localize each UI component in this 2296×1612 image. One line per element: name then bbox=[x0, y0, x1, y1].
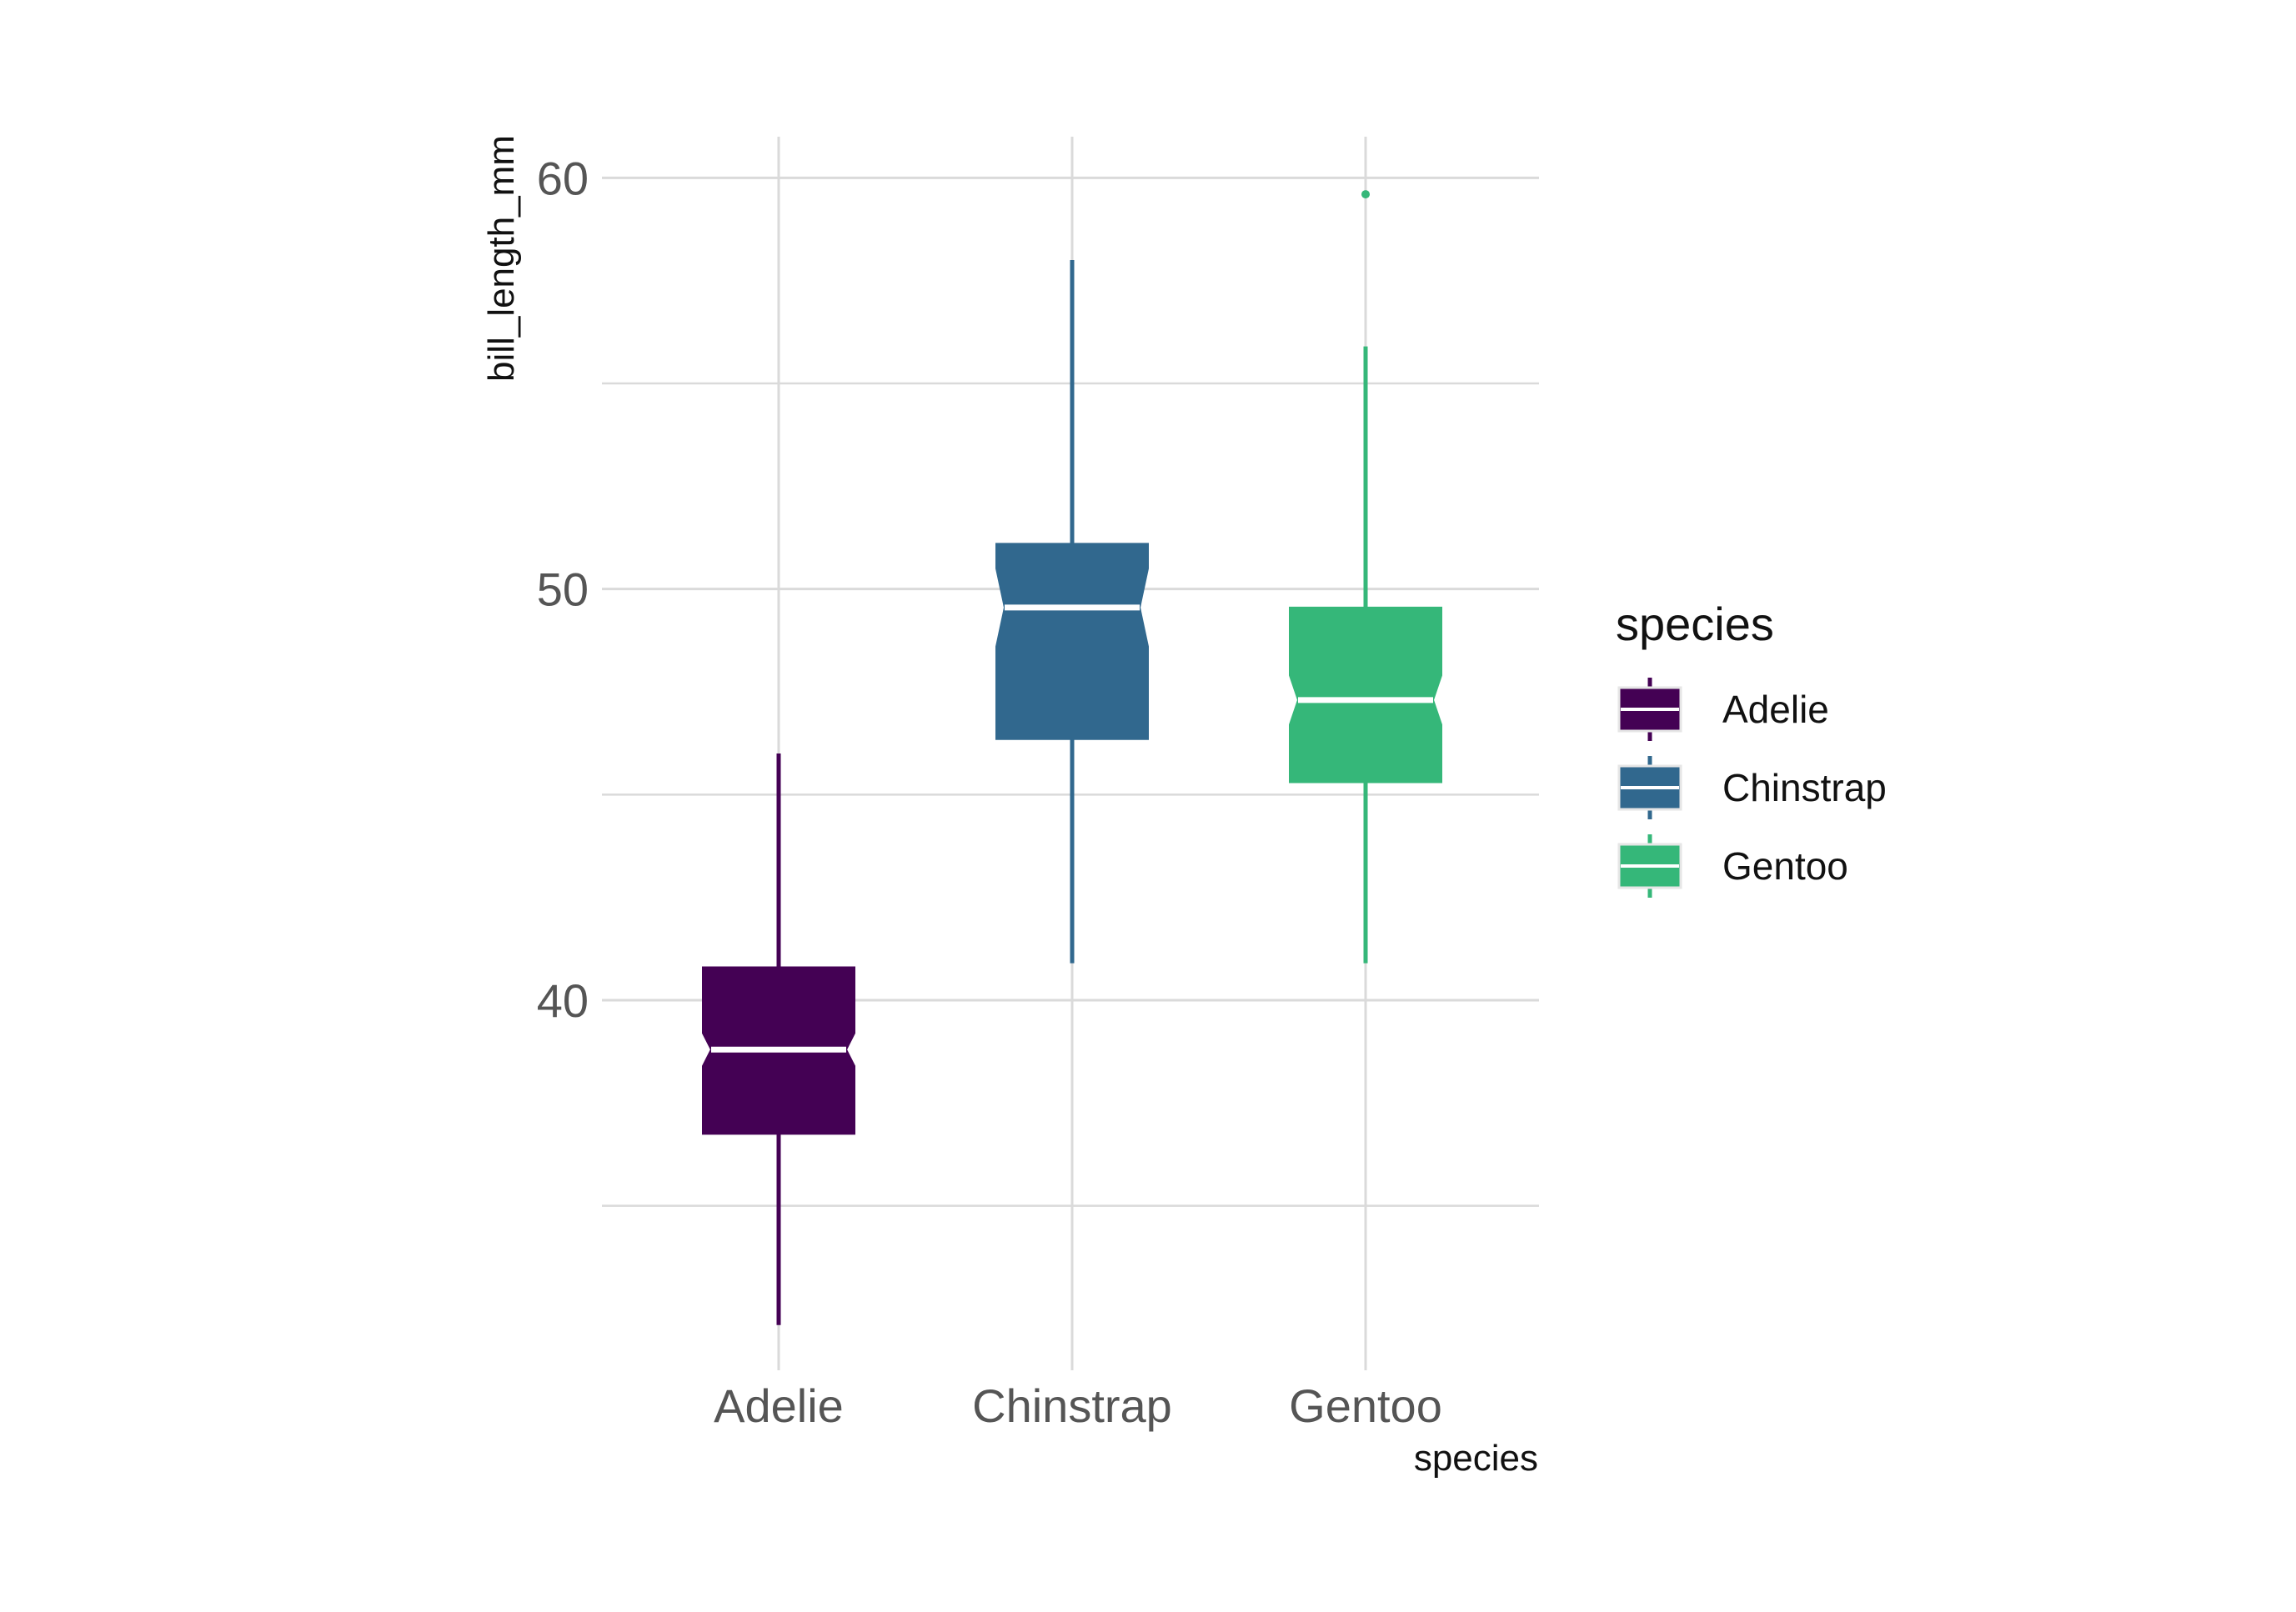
boxplots bbox=[702, 190, 1442, 1325]
legend-items: Adelie Chinstrap Gentoo bbox=[1617, 678, 1887, 898]
legend-item-chinstrap: Chinstrap bbox=[1617, 756, 1887, 819]
box-adelie bbox=[702, 753, 855, 1325]
legend-title: species bbox=[1616, 598, 1774, 650]
y-tick-label: 50 bbox=[537, 563, 589, 616]
box-body bbox=[1289, 606, 1442, 783]
x-axis-title: species bbox=[1414, 1438, 1538, 1479]
box-gentoo bbox=[1289, 190, 1442, 964]
box-chinstrap bbox=[995, 260, 1149, 964]
y-tick-label: 40 bbox=[537, 974, 589, 1027]
box-body bbox=[995, 543, 1149, 740]
x-tick-label: Gentoo bbox=[1289, 1379, 1442, 1432]
y-axis-title: bill_length_mm bbox=[481, 135, 522, 382]
x-tick-label: Adelie bbox=[714, 1379, 844, 1432]
x-axis-ticks: Adelie Chinstrap Gentoo bbox=[714, 1379, 1442, 1432]
legend-label: Chinstrap bbox=[1722, 766, 1887, 809]
legend-item-gentoo: Gentoo bbox=[1617, 834, 1848, 898]
outlier-point bbox=[1361, 190, 1370, 199]
y-tick-label: 60 bbox=[537, 152, 589, 204]
legend: species Adelie Chinstrap Gentoo bbox=[1616, 598, 1887, 898]
legend-label: Gentoo bbox=[1722, 844, 1848, 888]
y-axis-ticks: 40 50 60 bbox=[537, 152, 589, 1027]
legend-label: Adelie bbox=[1722, 688, 1829, 731]
legend-item-adelie: Adelie bbox=[1617, 678, 1829, 741]
x-tick-label: Chinstrap bbox=[972, 1379, 1172, 1432]
